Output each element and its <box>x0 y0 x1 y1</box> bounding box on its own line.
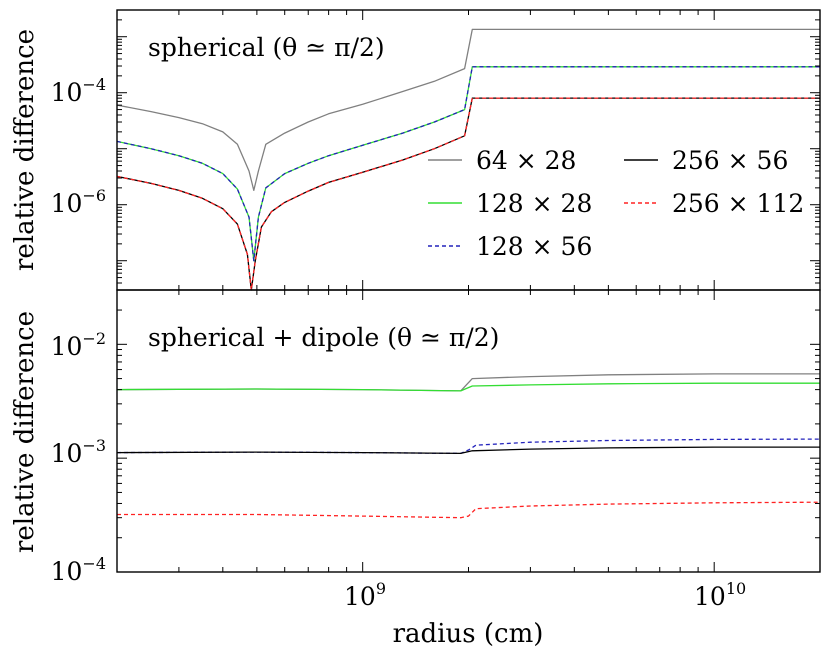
bottom-y-axis-label: relative difference <box>10 311 40 553</box>
bottom-ytick-label-1e-4: 10−4 <box>51 554 106 586</box>
bottom-series-256x56 <box>116 446 820 455</box>
legend-entry-128x28: 128 × 28 <box>428 189 592 218</box>
legend-entry-128x56: 128 × 56 <box>428 232 592 261</box>
top-panel-title: spherical (θ ≃ π/2) <box>148 33 385 62</box>
legend-label-64x28: 64 × 28 <box>476 146 576 175</box>
legend-label-256x56: 256 × 56 <box>672 146 788 175</box>
top-series-64x28 <box>116 28 820 192</box>
legend-label-256x112: 256 × 112 <box>672 189 804 218</box>
top-ytick-label-1e-4: 10−4 <box>51 75 106 107</box>
xtick-label-1e9: 109 <box>344 579 386 611</box>
bottom-ytick-label-1e-3: 10−3 <box>51 436 106 468</box>
xtick-label-1e10: 1010 <box>694 579 746 611</box>
bottom-series-128x28 <box>116 382 820 392</box>
bottom-ytick-label-1e-2: 10−2 <box>51 329 106 361</box>
top-series-256x112 <box>116 97 820 291</box>
top-y-axis-label: relative difference <box>10 29 40 271</box>
legend-entry-64x28: 64 × 28 <box>428 146 576 175</box>
top-ytick-label-1e-6: 10−6 <box>51 186 106 218</box>
bottom-series-64x28 <box>116 373 820 392</box>
bottom-panel-series <box>116 373 821 519</box>
legend: 64 × 28 256 × 56 128 × 28 256 × 112 128 … <box>428 146 804 261</box>
legend-entry-256x56: 256 × 56 <box>624 146 788 175</box>
top-series-128x56 <box>116 66 820 262</box>
x-axis-label: radius (cm) <box>393 619 544 649</box>
legend-entry-256x112: 256 × 112 <box>624 189 804 218</box>
top-panel: spherical (θ ≃ π/2) 10−6 10−4 64 × 28 25… <box>51 9 821 291</box>
bottom-panel: spherical + dipole (θ ≃ π/2) 10−4 10−3 1… <box>51 289 821 611</box>
legend-label-128x28: 128 × 28 <box>476 189 592 218</box>
legend-label-128x56: 128 × 56 <box>476 232 592 261</box>
bottom-panel-frame <box>116 289 821 573</box>
top-panel-series <box>116 28 820 291</box>
bottom-series-256x112 <box>117 501 821 519</box>
bottom-panel-title: spherical + dipole (θ ≃ π/2) <box>148 323 499 352</box>
top-panel-ticks <box>116 9 821 291</box>
